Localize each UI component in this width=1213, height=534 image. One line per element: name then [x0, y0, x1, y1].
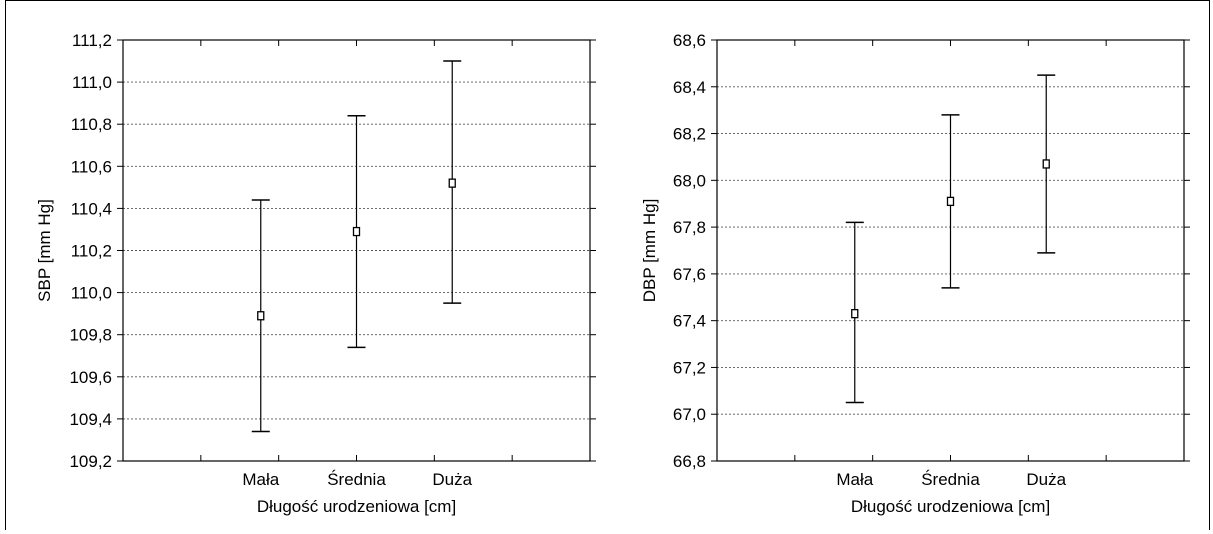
dbp-x-tick-labels: Mała Średnia Duża [836, 470, 1066, 489]
dbp-y-tick-label: 67,2 [673, 358, 706, 377]
sbp-x-tick-label: Mała [242, 470, 279, 489]
dbp-ticks [711, 39, 1190, 462]
dbp-y-tick-label: 67,6 [673, 265, 706, 284]
dbp-y-tick-label: 67,4 [673, 312, 706, 331]
sbp-y-tick-labels: 109,2 109,4 109,6 109,8 110,0 110,2 110,4 110,6… [69, 31, 112, 471]
sbp-mean-point [448, 178, 456, 188]
sbp-y-tick-label: 110,2 [71, 242, 112, 261]
sbp-x-tick-label: Duża [432, 470, 472, 489]
sbp-y-tick-label: 109,8 [69, 326, 112, 345]
sbp-y-tick-label: 110,8 [71, 115, 112, 134]
sbp-x-tick-label: Średnia [327, 470, 386, 489]
dbp-y-tick-label: 67,8 [673, 218, 706, 237]
figure-frame [5, 0, 1210, 530]
sbp-mean-point [352, 226, 361, 237]
dbp-chart: 66,8 67,0 67,2 67,4 67,6 67,8 68,0 68,2 68,4 68,6… [640, 31, 1190, 516]
dbp-x-tick-label: Średnia [921, 470, 980, 489]
dbp-y-tick-label: 66,8 [673, 452, 706, 471]
sbp-y-tick-label: 110,4 [71, 199, 112, 218]
sbp-y-tick-label: 111,2 [72, 31, 112, 50]
dbp-y-tick-label: 68,6 [673, 31, 706, 50]
dbp-y-tick-labels: 66,8 67,0 67,2 67,4 67,6 67,8 68,0 68,2 68,4 68,6 [673, 31, 706, 471]
sbp-x-tick-labels: Mała Średnia Duża [242, 470, 472, 489]
dbp-mean-point [851, 308, 859, 319]
dbp-gridlines [717, 86, 1184, 415]
sbp-y-tick-label: 110,6 [71, 157, 112, 176]
sbp-y-tick-label: 109,6 [69, 368, 112, 387]
dbp-y-tick-label: 68,4 [673, 78, 706, 97]
dbp-x-tick-label: Duża [1026, 470, 1066, 489]
dbp-x-axis-label: Długość urodzeniowa [cm] [851, 497, 1050, 516]
sbp-error-bars [251, 60, 462, 433]
dbp-error-bars [845, 74, 1056, 404]
sbp-y-tick-label: 111,0 [72, 73, 112, 92]
sbp-y-tick-label: 109,2 [69, 452, 112, 471]
dbp-mean-point [1042, 159, 1050, 169]
dbp-y-axis-label: DBP [mm Hg] [640, 199, 659, 303]
sbp-y-axis-label: SBP [mm Hg] [35, 199, 54, 302]
dbp-y-tick-label: 68,2 [673, 125, 706, 144]
dbp-y-tick-label: 67,0 [673, 405, 706, 424]
sbp-y-tick-label: 110,0 [71, 284, 112, 303]
sbp-x-axis-label: Długość urodzeniowa [cm] [257, 497, 456, 516]
dbp-y-tick-label: 68,0 [673, 171, 706, 190]
dbp-mean-point [946, 196, 955, 207]
dbp-x-tick-label: Mała [836, 470, 873, 489]
sbp-ticks [117, 39, 596, 462]
sbp-mean-point [257, 311, 265, 321]
sbp-y-tick-label: 109,4 [69, 410, 112, 429]
sbp-chart: 109,2 109,4 109,6 109,8 110,0 110,2 110,4 110,6… [35, 31, 596, 516]
